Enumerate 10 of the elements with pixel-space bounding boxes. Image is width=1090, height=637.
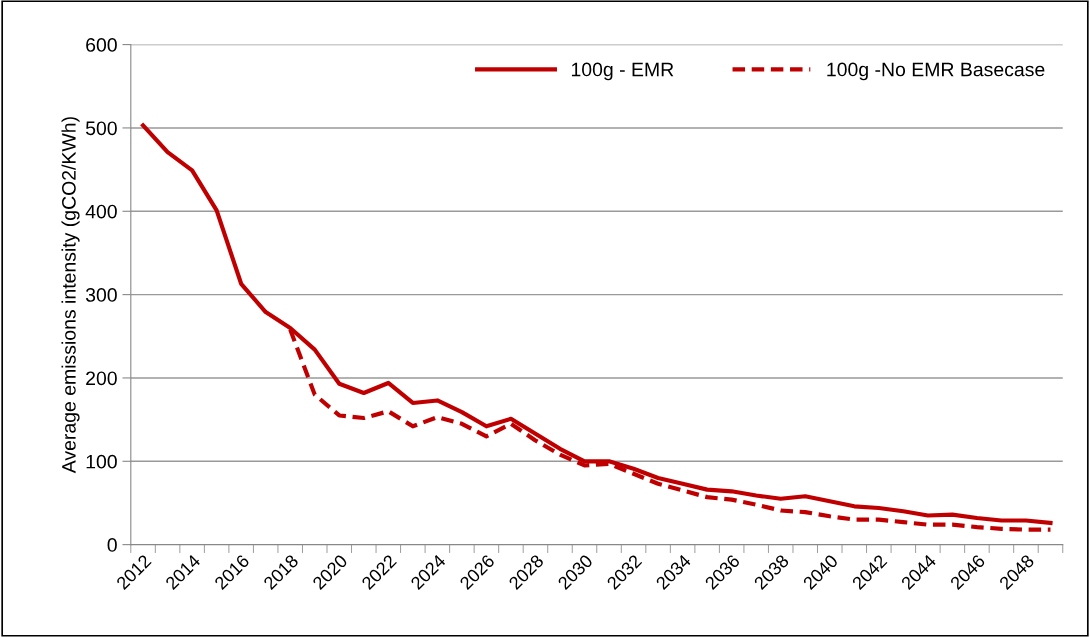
y-tick-label: 600 <box>86 38 117 52</box>
legend-label: 100g - EMR <box>571 62 674 81</box>
y-tick-label: 0 <box>107 538 117 552</box>
y-tick-label: 200 <box>86 371 117 386</box>
y-tick-label: 400 <box>85 204 117 219</box>
y-tick-label: 500 <box>85 121 117 136</box>
y-tick-label: 300 <box>85 288 117 302</box>
y-axis-title: Average emissions intensity (gCO2/KWh) <box>61 117 80 474</box>
y-tick-label: 100 <box>86 454 117 469</box>
legend-label: 100g -No EMR Basecase <box>827 62 1045 81</box>
